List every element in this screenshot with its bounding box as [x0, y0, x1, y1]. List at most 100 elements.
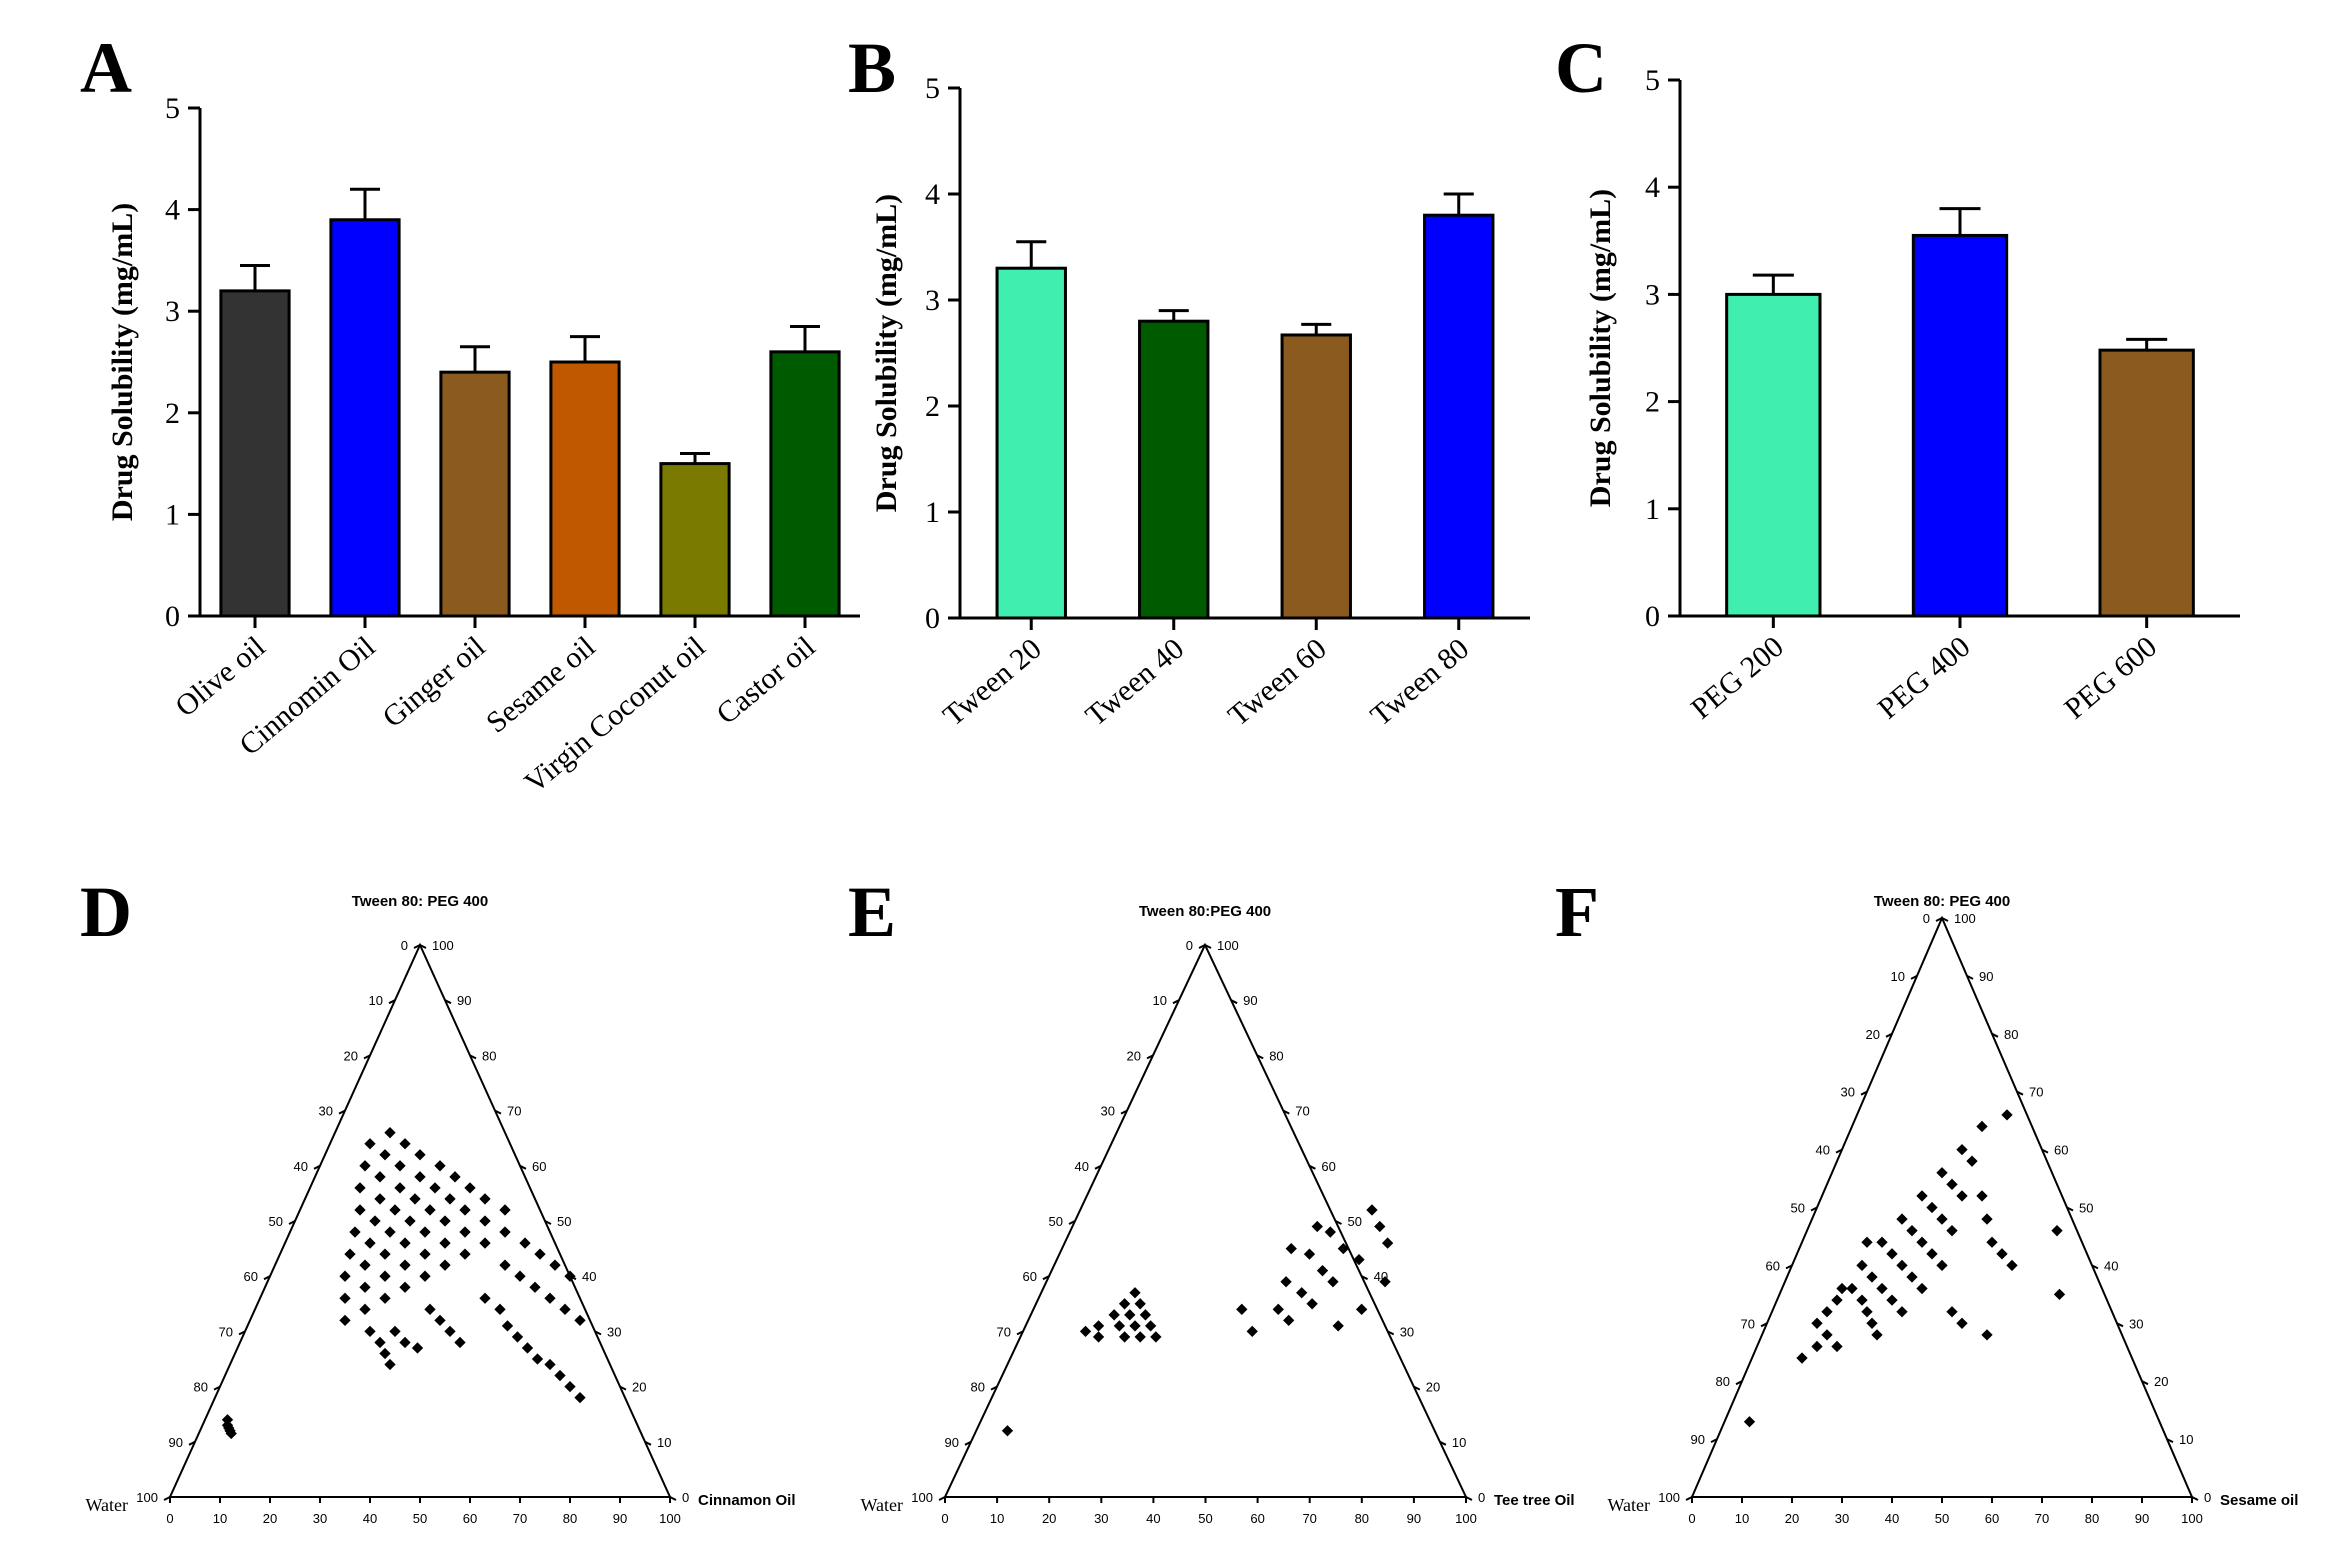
ternary-left-tick-label: 90: [945, 1435, 959, 1450]
ternary-point: [1986, 1236, 1998, 1248]
ternary-right-tick-label: 80: [2004, 1027, 2018, 1042]
ternary-point: [354, 1182, 366, 1194]
ternary-triangle: [168, 942, 672, 1498]
ternary-left-tick-label: 80: [971, 1380, 985, 1395]
ternary-point: [344, 1248, 356, 1260]
ternary-point: [399, 1138, 411, 1150]
ternary-tick: [1835, 1148, 1843, 1154]
ternary-bottom-tick-label: 10: [213, 1511, 227, 1526]
ternary-tick: [2066, 1206, 2074, 1212]
ternary-tick: [238, 1330, 246, 1336]
ternary-point: [1811, 1340, 1823, 1353]
ternary-tick: [644, 1440, 652, 1446]
ternary-bottom-tick-label: 20: [1042, 1511, 1056, 1526]
x-category-label: Virgin Coconut oil: [518, 630, 711, 799]
ternary-bottom-tick-label: 0: [166, 1511, 173, 1526]
ternary-right-tick-label: 80: [1269, 1048, 1283, 1063]
y-tick-label: 3: [925, 284, 940, 317]
ternary-point: [1353, 1253, 1365, 1266]
ternary-bottom-tick-label: 70: [513, 1511, 527, 1526]
ternary-tick: [1710, 1438, 1718, 1443]
ternary-point: [1926, 1201, 1938, 1214]
ternary-right-label: Sesame oil: [2220, 1492, 2298, 1509]
ternary-point: [379, 1347, 391, 1360]
ternary-point: [1821, 1306, 1833, 1318]
ternary-right-tick-label: 70: [2029, 1085, 2043, 1100]
ternary-point: [1946, 1306, 1958, 1318]
ternary-chart-e: E Tween 80:PEG 400 Water Tee tree Oil 0 0 0 10 1…: [848, 872, 1575, 1526]
ternary-tick: [1146, 1054, 1154, 1060]
ternary-point: [1946, 1178, 1958, 1190]
ternary-tick: [1810, 1206, 1818, 1212]
ternary-point: [544, 1358, 556, 1371]
ternary-point: [1896, 1213, 1908, 1225]
ternary-right-tick-label: 10: [657, 1435, 671, 1450]
ternary-left-tick-label: 90: [1691, 1432, 1705, 1447]
ternary-point: [1796, 1352, 1808, 1364]
ternary-left-label: Water: [1607, 1495, 1650, 1515]
ternary-right-tick-label: 10: [1452, 1435, 1466, 1450]
ternary-left-tick-label: 50: [1791, 1201, 1805, 1216]
ternary-right-tick-label: 90: [457, 993, 471, 1008]
ternary-point: [1144, 1320, 1157, 1332]
ternary-tick: [1935, 917, 1943, 922]
ternary-tick: [1941, 917, 1949, 922]
ternary-tick: [1198, 944, 1206, 949]
ternary-point: [1079, 1325, 1092, 1338]
ternary-point: [499, 1204, 511, 1216]
y-tick-label: 0: [925, 602, 940, 635]
ternary-bottom-tick-label: 80: [2085, 1511, 2099, 1526]
ternary-point: [1831, 1294, 1843, 1306]
ternary-point: [564, 1380, 576, 1393]
ternary-point: [339, 1270, 351, 1282]
ternary-right-tick-label: 60: [532, 1159, 546, 1174]
ternary-point: [554, 1369, 566, 1382]
panel-letter-f: F: [1555, 872, 1599, 952]
ternary-left-tick-label: 60: [1766, 1258, 1780, 1273]
ternary-tick: [1991, 1032, 1999, 1038]
ternary-left-tick-label: 0: [1923, 911, 1930, 926]
ternary-point: [384, 1127, 396, 1139]
ternary-point: [384, 1358, 396, 1371]
ternary-point: [439, 1215, 451, 1227]
y-tick-label: 5: [925, 72, 940, 105]
ternary-tick: [1204, 944, 1212, 949]
ternary-right-tick-label: 30: [1400, 1324, 1414, 1339]
ternary-point: [459, 1204, 471, 1216]
ternary-point: [1811, 1317, 1823, 1329]
bar-tween-40: [1138, 319, 1210, 620]
ternary-left-tick-label: 0: [401, 938, 408, 953]
ternary-tick: [1308, 1164, 1316, 1170]
ternary-tick: [1735, 1380, 1743, 1386]
ternary-point: [1306, 1298, 1318, 1310]
ternary-tick: [1094, 1164, 1102, 1170]
ternary-point: [1283, 1314, 1295, 1327]
ternary-point: [424, 1204, 436, 1216]
panel-letter-d: D: [80, 872, 132, 952]
ternary-point: [501, 1320, 514, 1332]
ternary-tick: [494, 1109, 502, 1115]
ternary-point: [464, 1182, 476, 1194]
ternary-left-tick-label: 50: [269, 1214, 283, 1229]
bar-castor-oil: [769, 350, 841, 618]
bar-cinnomin-oil: [329, 218, 401, 618]
ternary-point: [444, 1193, 456, 1205]
ternary-point: [449, 1171, 461, 1183]
ternary-right-tick-label: 100: [432, 938, 454, 953]
ternary-bottom-tick-label: 80: [1355, 1511, 1369, 1526]
panel-letter-e: E: [848, 872, 896, 952]
panel-letter-c: C: [1555, 28, 1607, 108]
ternary-bottom-tick-label: 0: [941, 1511, 948, 1526]
ternary-point: [225, 1427, 237, 1440]
bar-chart-b: B 0 1 2 3 4 5 Drug Solubility (mg/mL) Tween 20 Tw…: [848, 28, 1530, 733]
ternary-point: [1355, 1303, 1368, 1315]
bar-tween-80: [1423, 213, 1495, 620]
ternary-point: [1926, 1248, 1938, 1260]
ternary-right-tick-label: 0: [1478, 1490, 1485, 1505]
ternary-point: [1821, 1329, 1833, 1341]
ternary-bottom-tick-label: 50: [1198, 1511, 1212, 1526]
ternary-bottom-tick-label: 40: [1885, 1511, 1899, 1526]
ternary-point: [2053, 1288, 2066, 1301]
ternary-right-tick-label: 90: [1243, 993, 1257, 1008]
ternary-bottom-tick-label: 50: [413, 1511, 427, 1526]
